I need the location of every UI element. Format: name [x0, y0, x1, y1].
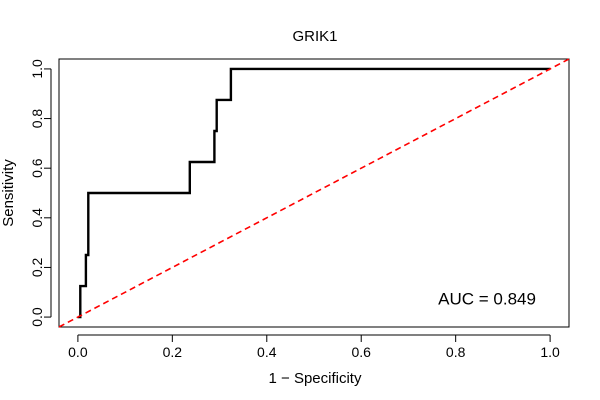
x-tick-label: 0.8 — [446, 344, 466, 360]
x-tick-label: 0.2 — [163, 344, 183, 360]
y-tick-label: 0.6 — [29, 158, 45, 178]
x-tick-label: 1.0 — [540, 344, 560, 360]
y-tick-label: 0.2 — [29, 258, 45, 278]
x-tick-label: 0.4 — [257, 344, 277, 360]
y-tick-label: 1.0 — [29, 59, 45, 79]
plot-frame — [58, 58, 570, 328]
y-tick-label: 0.8 — [29, 109, 45, 129]
x-tick-label: 0.0 — [68, 344, 88, 360]
x-tick-label: 0.6 — [351, 344, 371, 360]
auc-annotation: AUC = 0.849 — [438, 290, 536, 309]
y-tick-label: 0.4 — [29, 208, 45, 228]
y-axis-label: Sensitivity — [0, 159, 17, 227]
plot-area: 0.0 0.2 0.4 0.6 0.8 1.0 0.0 0.2 0.4 0.6 0.8 1.0 AUC … — [29, 58, 570, 360]
x-axis-label: 1 − Specificity — [269, 370, 362, 387]
chart-title: GRIK1 — [292, 28, 337, 45]
reference-diagonal-line — [58, 58, 570, 328]
y-tick-label: 0.0 — [29, 307, 45, 327]
roc-curve-line — [77, 67, 551, 319]
